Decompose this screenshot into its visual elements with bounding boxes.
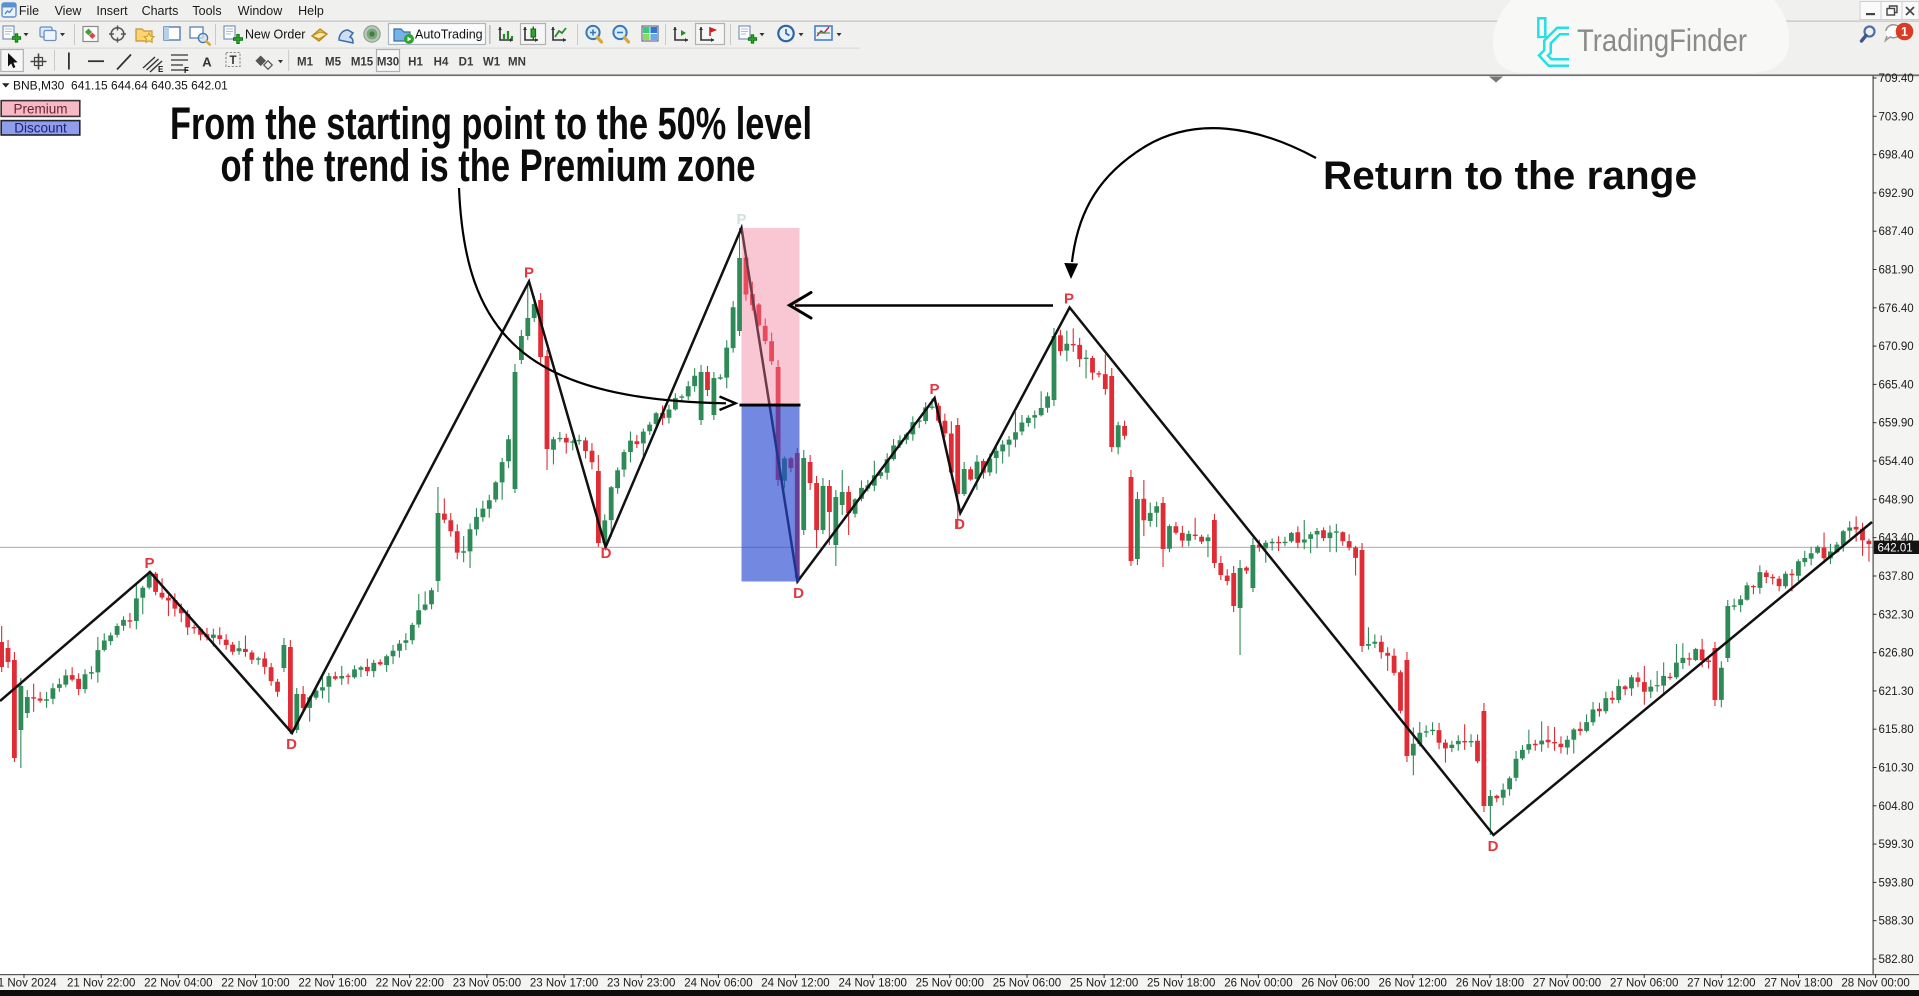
svg-text:21 Nov 22:00: 21 Nov 22:00 [67, 978, 135, 990]
svg-text:26 Nov 18:00: 26 Nov 18:00 [1456, 978, 1524, 990]
svg-text:632.30: 632.30 [1879, 609, 1914, 621]
svg-text:28 Nov 00:00: 28 Nov 00:00 [1841, 978, 1909, 990]
svg-text:21 Nov 2024: 21 Nov 2024 [0, 978, 57, 990]
svg-text:615.80: 615.80 [1879, 724, 1914, 736]
svg-text:637.80: 637.80 [1879, 571, 1914, 583]
svg-text:626.80: 626.80 [1879, 648, 1914, 660]
svg-text:TradingFinder: TradingFinder [1577, 22, 1747, 58]
svg-text:P: P [736, 211, 746, 228]
svg-text:File: File [19, 4, 39, 18]
svg-text:Return to the range: Return to the range [1323, 154, 1697, 198]
svg-text:Help: Help [298, 4, 324, 18]
svg-text:27 Nov 18:00: 27 Nov 18:00 [1764, 978, 1832, 990]
svg-text:26 Nov 12:00: 26 Nov 12:00 [1378, 978, 1446, 990]
svg-text:P: P [1064, 291, 1074, 308]
svg-text:View: View [55, 4, 83, 18]
svg-text:E: E [158, 65, 164, 74]
svg-text:24 Nov 06:00: 24 Nov 06:00 [684, 978, 752, 990]
svg-text:From the starting point to the: From the starting point to the 50% level [170, 98, 812, 149]
svg-text:MN: MN [508, 57, 526, 69]
svg-text:27 Nov 00:00: 27 Nov 00:00 [1533, 978, 1601, 990]
svg-text:604.80: 604.80 [1879, 801, 1914, 813]
svg-text:25 Nov 12:00: 25 Nov 12:00 [1070, 978, 1138, 990]
svg-text:M1: M1 [297, 57, 314, 69]
svg-text:648.90: 648.90 [1879, 494, 1914, 506]
svg-text:P: P [929, 381, 939, 398]
svg-text:M5: M5 [325, 57, 342, 69]
svg-text:D: D [793, 585, 804, 602]
svg-text:25 Nov 00:00: 25 Nov 00:00 [916, 978, 984, 990]
svg-text:Window: Window [238, 4, 283, 18]
svg-text:25 Nov 06:00: 25 Nov 06:00 [993, 978, 1061, 990]
svg-text:692.90: 692.90 [1879, 188, 1914, 200]
svg-text:23 Nov 05:00: 23 Nov 05:00 [453, 978, 521, 990]
svg-text:T: T [229, 55, 236, 67]
svg-text:23 Nov 23:00: 23 Nov 23:00 [607, 978, 675, 990]
svg-text:22 Nov 10:00: 22 Nov 10:00 [221, 978, 289, 990]
svg-text:709.40: 709.40 [1879, 73, 1914, 85]
svg-text:M15: M15 [351, 57, 374, 69]
svg-text:H4: H4 [434, 57, 449, 69]
svg-text:H1: H1 [408, 57, 423, 69]
svg-text:703.90: 703.90 [1879, 111, 1914, 123]
svg-text:22 Nov 04:00: 22 Nov 04:00 [144, 978, 212, 990]
svg-text:Premium: Premium [13, 101, 67, 116]
svg-text:588.30: 588.30 [1879, 916, 1914, 928]
svg-text:25 Nov 18:00: 25 Nov 18:00 [1147, 978, 1215, 990]
svg-text:P: P [524, 265, 534, 282]
svg-text:A: A [202, 55, 212, 70]
svg-text:Discount: Discount [14, 121, 67, 136]
svg-text:26 Nov 00:00: 26 Nov 00:00 [1224, 978, 1292, 990]
svg-text:BNB,M30 641.15 644.64 640.35: BNB,M30 641.15 644.64 640.35 642.01 [13, 79, 228, 93]
svg-text:659.90: 659.90 [1879, 418, 1914, 430]
svg-text:D: D [1488, 838, 1499, 855]
svg-text:665.40: 665.40 [1879, 379, 1914, 391]
svg-text:24 Nov 12:00: 24 Nov 12:00 [761, 978, 829, 990]
svg-text:593.80: 593.80 [1879, 877, 1914, 889]
svg-text:D: D [286, 736, 297, 753]
svg-text:26 Nov 06:00: 26 Nov 06:00 [1301, 978, 1369, 990]
svg-text:Insert: Insert [96, 4, 128, 18]
svg-text:698.40: 698.40 [1879, 150, 1914, 162]
svg-text:AutoTrading: AutoTrading [415, 28, 483, 42]
svg-text:582.80: 582.80 [1879, 954, 1914, 966]
svg-text:670.90: 670.90 [1879, 341, 1914, 353]
svg-text:D: D [954, 516, 965, 533]
svg-text:P: P [144, 555, 154, 572]
svg-text:F: F [184, 66, 189, 75]
svg-text:24 Nov 18:00: 24 Nov 18:00 [838, 978, 906, 990]
svg-text:27 Nov 12:00: 27 Nov 12:00 [1687, 978, 1755, 990]
svg-text:New Order: New Order [245, 28, 305, 42]
svg-text:621.30: 621.30 [1879, 686, 1914, 698]
svg-text:654.40: 654.40 [1879, 456, 1914, 468]
svg-text:610.30: 610.30 [1879, 763, 1914, 775]
svg-text:22 Nov 22:00: 22 Nov 22:00 [376, 978, 444, 990]
svg-text:1: 1 [1901, 25, 1908, 39]
svg-text:23 Nov 17:00: 23 Nov 17:00 [530, 978, 598, 990]
svg-text:22 Nov 16:00: 22 Nov 16:00 [298, 978, 366, 990]
svg-text:D1: D1 [459, 57, 474, 69]
svg-text:W1: W1 [483, 57, 501, 69]
svg-text:676.40: 676.40 [1879, 303, 1914, 315]
svg-text:27 Nov 06:00: 27 Nov 06:00 [1610, 978, 1678, 990]
svg-text:M30: M30 [377, 57, 399, 69]
svg-text:Tools: Tools [192, 4, 221, 18]
svg-text:642.01: 642.01 [1878, 542, 1913, 554]
svg-text:of the trend is the Premium zo: of the trend is the Premium zone [221, 140, 756, 191]
svg-text:681.90: 681.90 [1879, 265, 1914, 277]
svg-text:599.30: 599.30 [1879, 839, 1914, 851]
svg-text:687.40: 687.40 [1879, 226, 1914, 238]
svg-text:D: D [601, 545, 612, 562]
svg-text:Charts: Charts [142, 4, 179, 18]
